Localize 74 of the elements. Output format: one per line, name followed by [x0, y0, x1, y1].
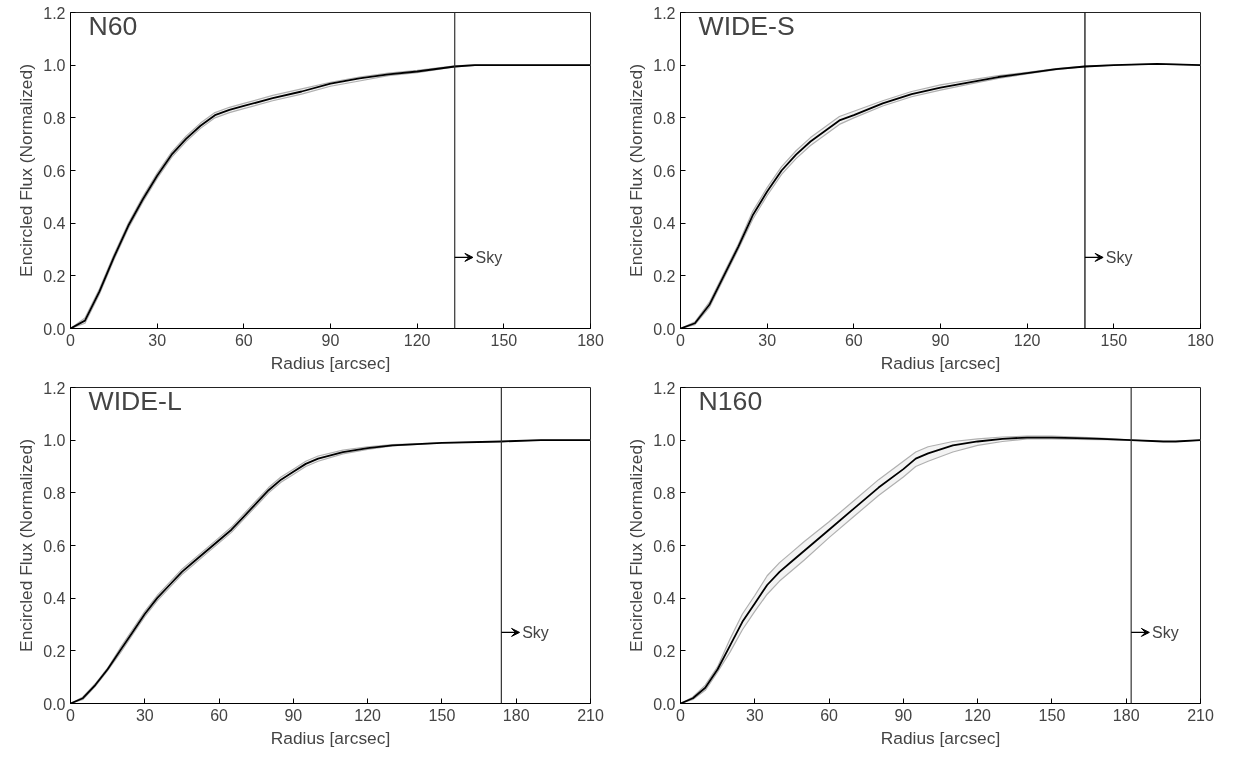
x-tick-label: 60 [844, 331, 863, 349]
x-tick-label: 90 [321, 331, 340, 349]
x-tick-label: 60 [820, 706, 839, 724]
y-tick-label: 0.0 [43, 320, 66, 338]
x-tick-label: 30 [148, 331, 167, 349]
x-tick-label: 180 [577, 331, 604, 349]
y-axis-title: Encircled Flux (Normalized) [626, 64, 647, 277]
ref-line-label: Sky [475, 248, 503, 266]
y-tick-label: 0.6 [653, 537, 676, 555]
y-tick-label: 0.4 [653, 215, 676, 233]
y-tick-label: 0.0 [43, 695, 66, 713]
x-tick-label: 120 [964, 706, 992, 724]
y-tick-label: 0.0 [653, 320, 676, 338]
y-tick-label: 0.8 [43, 109, 66, 127]
y-tick-label: 1.0 [43, 57, 66, 75]
x-tick-label: 180 [502, 706, 530, 724]
x-tick-label: 180 [1112, 706, 1140, 724]
x-tick-label: 0 [676, 706, 686, 724]
y-tick-label: 0.6 [43, 537, 66, 555]
y-tick-label: 1.2 [653, 379, 676, 397]
x-tick-label: 120 [1013, 331, 1041, 349]
x-tick-label: 150 [1038, 706, 1066, 724]
x-tick-label: 60 [234, 331, 253, 349]
x-tick-label: 150 [428, 706, 456, 724]
x-tick-label: 120 [403, 331, 431, 349]
y-tick-label: 0.0 [653, 695, 676, 713]
y-tick-label: 0.2 [653, 642, 676, 660]
ref-line-label: Sky [1151, 623, 1179, 641]
y-tick-label: 0.8 [653, 484, 676, 502]
x-tick-label: 90 [284, 706, 303, 724]
x-tick-label: 210 [1187, 706, 1214, 724]
y-tick-label: 0.4 [653, 590, 676, 608]
x-axis-title: Radius [arcsec] [270, 352, 391, 373]
y-axis-title: Encircled Flux (Normalized) [16, 439, 37, 652]
x-tick-label: 30 [758, 331, 777, 349]
x-tick-label: 0 [66, 706, 76, 724]
x-tick-label: 0 [66, 331, 76, 349]
chart-title: N60 [88, 10, 138, 41]
x-tick-label: 180 [1187, 331, 1214, 349]
x-tick-label: 0 [676, 331, 686, 349]
x-tick-label: 120 [354, 706, 382, 724]
y-tick-label: 0.8 [653, 109, 676, 127]
x-axis-title: Radius [arcsec] [880, 352, 1001, 373]
x-tick-label: 30 [745, 706, 764, 724]
y-tick-label: 0.2 [653, 267, 676, 285]
ref-line-label: Sky [1105, 248, 1133, 266]
y-tick-label: 1.2 [43, 379, 66, 397]
ref-line-label: Sky [522, 623, 549, 641]
x-tick-label: 60 [210, 706, 229, 724]
chart-title: N160 [698, 385, 763, 416]
y-tick-label: 1.2 [43, 4, 66, 22]
x-tick-label: 210 [577, 706, 604, 724]
y-tick-label: 1.0 [653, 432, 676, 450]
chart-title: WIDE-S [698, 10, 795, 41]
x-tick-label: 150 [1100, 331, 1128, 349]
y-axis-title: Encircled Flux (Normalized) [16, 64, 37, 277]
y-tick-label: 0.6 [653, 162, 676, 180]
x-tick-label: 150 [490, 331, 518, 349]
y-tick-label: 1.0 [653, 57, 676, 75]
x-tick-label: 30 [135, 706, 154, 724]
y-tick-label: 0.4 [43, 215, 66, 233]
chart-title: WIDE-L [88, 385, 182, 416]
y-tick-label: 1.0 [43, 432, 66, 450]
y-tick-label: 0.2 [43, 267, 66, 285]
y-tick-label: 1.2 [653, 4, 676, 22]
y-tick-label: 0.8 [43, 484, 66, 502]
y-tick-label: 0.6 [43, 162, 66, 180]
x-tick-label: 90 [931, 331, 950, 349]
x-axis-title: Radius [arcsec] [270, 727, 391, 748]
x-tick-label: 90 [894, 706, 913, 724]
y-axis-title: Encircled Flux (Normalized) [626, 439, 647, 652]
y-tick-label: 0.4 [43, 590, 66, 608]
y-tick-label: 0.2 [43, 642, 66, 660]
x-axis-title: Radius [arcsec] [880, 727, 1001, 748]
